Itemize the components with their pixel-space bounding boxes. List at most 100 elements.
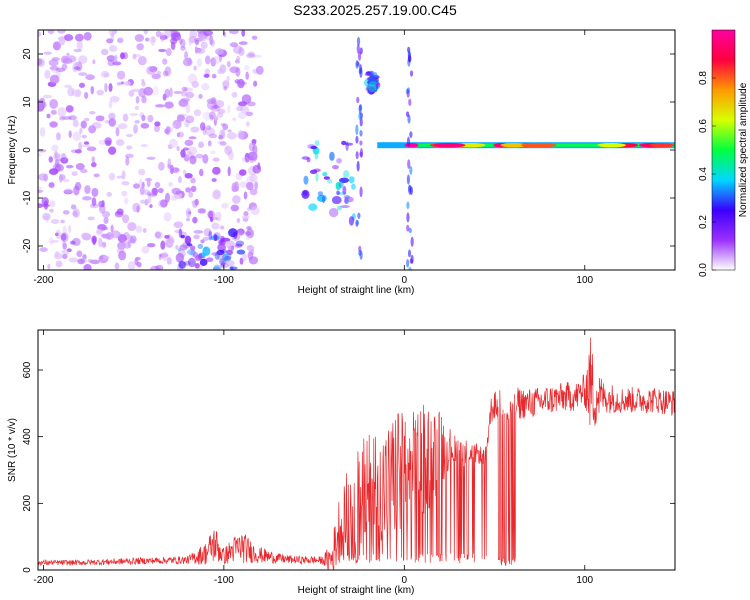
spectral-blob (348, 216, 355, 226)
spectrogram-xlabel: Height of straight line (km) (298, 285, 415, 296)
spectral-blob (43, 51, 52, 55)
spectral-blob (58, 36, 66, 46)
spectral-blob (38, 203, 43, 209)
spectral-blob (227, 129, 232, 133)
spectral-blob (91, 235, 98, 244)
stripe-blob (356, 44, 360, 54)
spectral-blob (108, 83, 113, 92)
spectral-blob (72, 210, 78, 217)
spectral-blob (183, 261, 191, 266)
spectral-blob (144, 177, 153, 182)
spectral-blob (56, 132, 61, 141)
spectral-blob (345, 142, 354, 146)
spectral-blob (194, 39, 199, 46)
spectral-blob (82, 196, 92, 201)
spectral-blob (116, 82, 122, 86)
spectral-blob (73, 48, 82, 53)
spectral-blob (209, 35, 214, 46)
spectral-blob (137, 55, 147, 66)
spectral-blob (252, 151, 258, 162)
spectral-blob (49, 200, 56, 208)
stripe-blob (406, 90, 410, 98)
spectral-blob (143, 30, 149, 35)
spectral-blob (74, 181, 82, 191)
spectral-blob (216, 112, 224, 118)
spectral-blob (345, 196, 354, 203)
spectral-blob (364, 73, 373, 77)
spectral-blob (123, 197, 129, 205)
tone-peak (597, 143, 627, 148)
spectral-blob (220, 241, 226, 245)
spectral-blob (187, 146, 198, 156)
spectrogram-ytick-label: 20 (22, 48, 33, 60)
spectral-blob (219, 141, 227, 146)
spectral-blob (235, 243, 243, 248)
spectral-blob (121, 190, 128, 197)
spectrogram-ylabel: Frequency (Hz) (7, 116, 18, 185)
spectral-blob (209, 216, 214, 223)
spectral-blob (99, 255, 104, 260)
stripe-blob (359, 129, 363, 137)
spectral-blob (76, 250, 83, 258)
spectral-blob (55, 67, 66, 73)
spectral-blob (209, 114, 214, 121)
spectral-blob (199, 258, 208, 266)
snr-ytick-label: 200 (22, 495, 33, 512)
spectral-blob (193, 230, 204, 234)
colorbar-tick-label: 0.2 (698, 215, 709, 229)
spectral-blob (332, 165, 339, 170)
spectral-blob (190, 126, 200, 133)
spectral-blob (199, 168, 204, 177)
spectrogram-xtick-label: -100 (214, 275, 234, 286)
spectral-blob (219, 235, 226, 244)
spectral-blob (308, 203, 318, 211)
stripe-blob (406, 174, 411, 185)
spectral-blob (61, 116, 72, 120)
spectral-blob (51, 57, 60, 62)
spectral-blob (199, 35, 207, 42)
stripe-blob (359, 147, 364, 159)
spectral-blob (211, 216, 219, 221)
spectral-blob (155, 30, 162, 38)
spectral-blob (184, 50, 189, 60)
spectral-blob (113, 54, 118, 62)
tone-peak (521, 143, 557, 148)
spectral-blob (200, 122, 206, 131)
spectral-blob (175, 190, 181, 195)
spectral-blob (341, 140, 347, 146)
spectral-blob (241, 215, 250, 220)
spectral-blob (207, 210, 216, 219)
spectral-blob (90, 162, 97, 168)
spectral-blob (68, 257, 79, 263)
spectral-blob (62, 57, 73, 65)
spectral-blob (91, 121, 102, 129)
spectral-blob (154, 231, 163, 240)
spectral-blob (247, 250, 254, 261)
spectral-blob (250, 206, 260, 216)
spectral-blob (205, 257, 214, 263)
spectral-blob (180, 97, 191, 103)
spectral-blob (106, 38, 114, 44)
stripe-blob (357, 212, 361, 219)
spectral-blob (158, 253, 162, 261)
spectral-blob (108, 100, 113, 109)
spectral-blob (49, 74, 60, 84)
spectral-blob (204, 55, 211, 65)
spectral-blob (91, 197, 97, 207)
spectral-blob (72, 119, 79, 128)
spectral-blob (108, 112, 116, 121)
spectral-blob (142, 228, 147, 233)
snr-xtick-label: 100 (576, 575, 593, 586)
spectral-blob (132, 202, 141, 213)
spectral-blob (336, 157, 342, 164)
spectral-blob (71, 171, 78, 177)
spectral-blob (134, 34, 145, 42)
spectral-blob (149, 204, 153, 208)
spectral-blob (112, 61, 122, 66)
spectral-blob (236, 249, 246, 255)
spectral-blob (47, 263, 51, 270)
spectral-blob (254, 181, 259, 190)
spectral-blob (184, 139, 194, 147)
spectral-blob (177, 263, 183, 270)
chart-title: S233.2025.257.19.00.C45 (293, 2, 457, 18)
